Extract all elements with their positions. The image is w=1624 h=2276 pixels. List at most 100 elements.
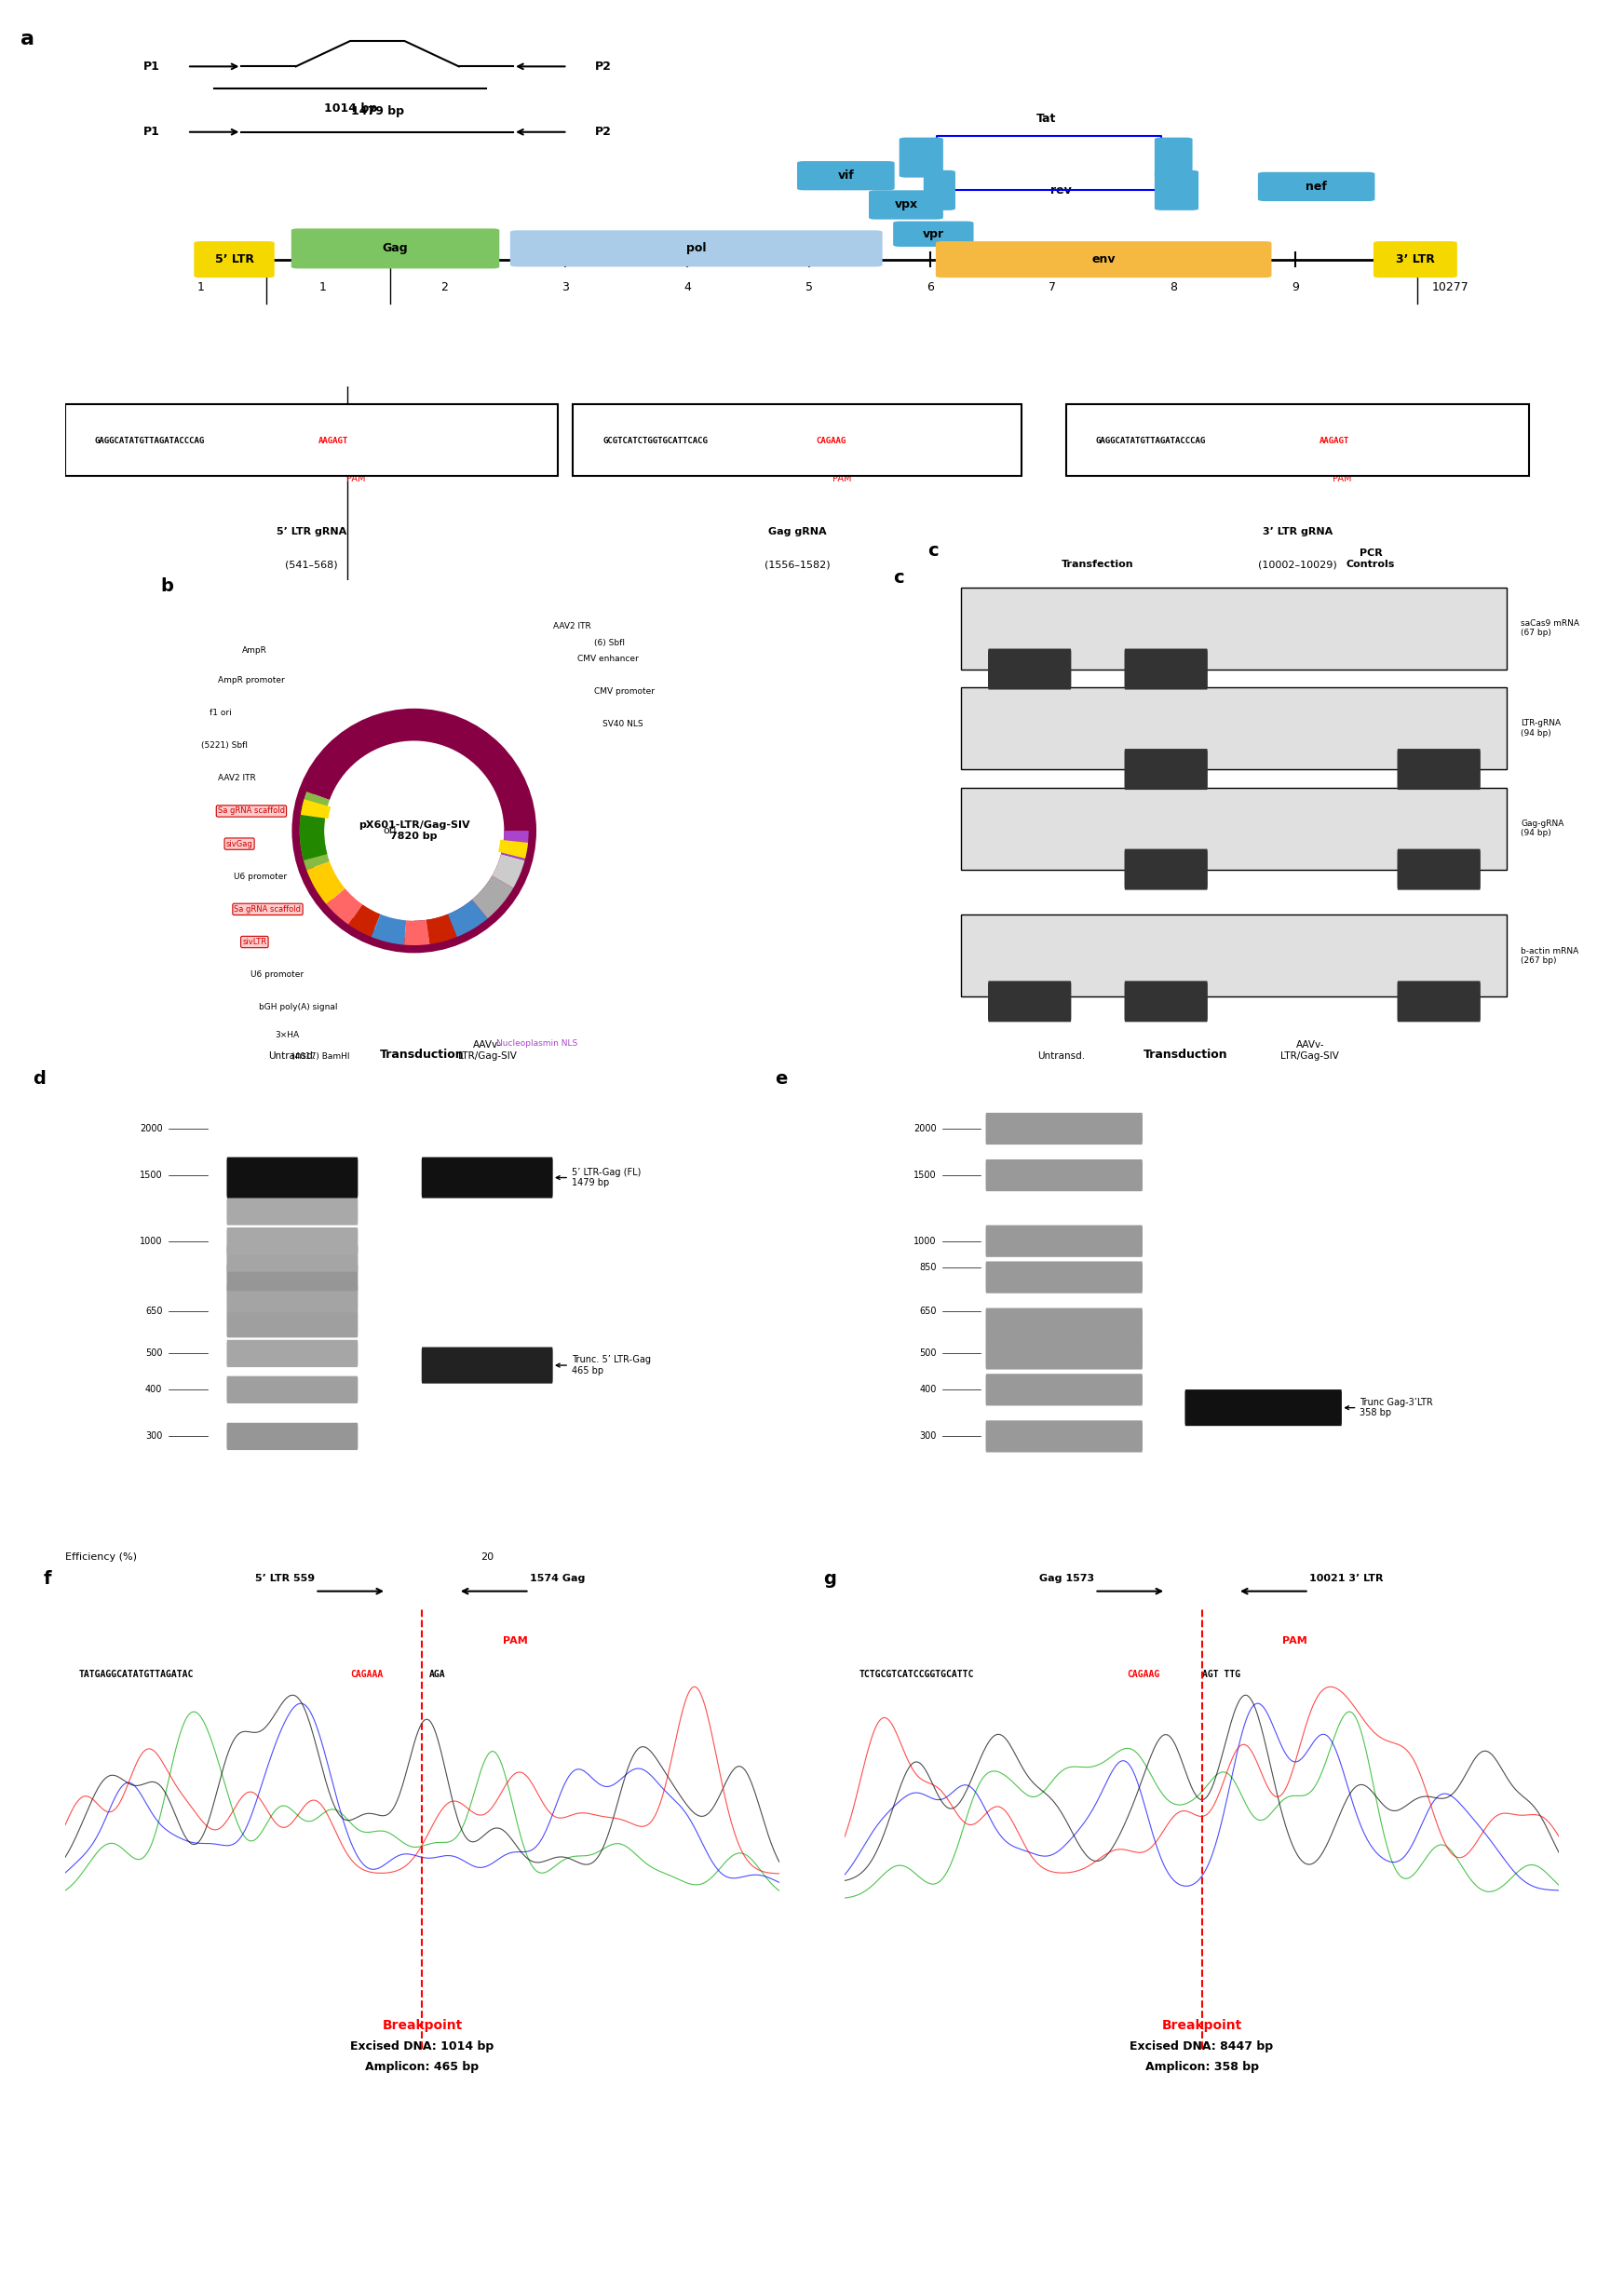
FancyBboxPatch shape	[1065, 405, 1530, 476]
Text: AAVv-
LTR/Gag-SIV: AAVv- LTR/Gag-SIV	[1281, 1040, 1340, 1061]
Text: 400: 400	[145, 1386, 162, 1395]
Text: 4: 4	[684, 282, 690, 294]
FancyBboxPatch shape	[987, 649, 1072, 690]
Text: nef: nef	[1306, 180, 1327, 193]
Text: (541–568): (541–568)	[286, 560, 338, 569]
Text: 8: 8	[1169, 282, 1177, 294]
FancyBboxPatch shape	[1124, 849, 1208, 890]
FancyBboxPatch shape	[227, 1377, 357, 1404]
Text: Trunc. 5’ LTR-Gag
465 bp: Trunc. 5’ LTR-Gag 465 bp	[555, 1354, 651, 1375]
Text: 500: 500	[145, 1350, 162, 1359]
FancyBboxPatch shape	[227, 1311, 357, 1338]
Wedge shape	[404, 920, 430, 945]
Text: 650: 650	[919, 1306, 937, 1316]
Text: 5: 5	[806, 282, 812, 294]
Text: Tat: Tat	[1036, 112, 1056, 125]
FancyBboxPatch shape	[869, 191, 944, 218]
FancyBboxPatch shape	[291, 228, 500, 269]
Wedge shape	[372, 915, 406, 945]
Text: SaCas9: SaCas9	[529, 840, 554, 888]
Text: TATGAGGCATATGTTAGATAC: TATGAGGCATATGTTAGATAC	[80, 1671, 195, 1680]
Wedge shape	[307, 863, 346, 904]
Text: 1: 1	[318, 282, 326, 294]
Text: pX601-LTR/Gag-SIV
7820 bp: pX601-LTR/Gag-SIV 7820 bp	[359, 822, 469, 840]
Text: (1556–1582): (1556–1582)	[765, 560, 830, 569]
Text: Amplicon: 465 bp: Amplicon: 465 bp	[365, 2060, 479, 2073]
FancyBboxPatch shape	[227, 1227, 357, 1254]
Text: Untransd.: Untransd.	[268, 1052, 317, 1061]
Text: 1479 bp: 1479 bp	[351, 105, 404, 118]
FancyBboxPatch shape	[1259, 173, 1376, 200]
FancyBboxPatch shape	[227, 1263, 357, 1290]
FancyBboxPatch shape	[227, 1286, 357, 1313]
Text: LTR-gRNA
(94 bp): LTR-gRNA (94 bp)	[1520, 719, 1561, 737]
Text: Amplicon: 358 bp: Amplicon: 358 bp	[1145, 2060, 1259, 2073]
FancyBboxPatch shape	[193, 241, 274, 278]
FancyBboxPatch shape	[1374, 241, 1457, 278]
Text: vpr: vpr	[922, 228, 944, 239]
Text: 850: 850	[919, 1263, 937, 1272]
Text: 1000: 1000	[140, 1236, 162, 1245]
Text: Transfection: Transfection	[1062, 560, 1134, 569]
Text: 1000: 1000	[914, 1236, 937, 1245]
Wedge shape	[499, 840, 528, 858]
Text: AAV2 ITR: AAV2 ITR	[218, 774, 255, 783]
FancyBboxPatch shape	[961, 687, 1507, 769]
FancyBboxPatch shape	[893, 221, 974, 246]
Text: (10002–10029): (10002–10029)	[1259, 560, 1337, 569]
Text: (6) SbfI: (6) SbfI	[594, 640, 625, 646]
Text: bGH poly(A) signal: bGH poly(A) signal	[258, 1004, 338, 1011]
Text: rev: rev	[1051, 184, 1072, 196]
Text: Sa gRNA scaffold: Sa gRNA scaffold	[218, 808, 284, 815]
Text: sivLTR: sivLTR	[242, 938, 266, 947]
FancyBboxPatch shape	[961, 587, 1507, 669]
Text: PAM: PAM	[833, 473, 851, 483]
Text: Sa gRNA scaffold: Sa gRNA scaffold	[234, 906, 300, 913]
Text: CMV promoter: CMV promoter	[594, 687, 654, 696]
FancyBboxPatch shape	[1186, 1391, 1341, 1427]
Text: saCas9 mRNA
(67 bp): saCas9 mRNA (67 bp)	[1520, 619, 1580, 637]
FancyBboxPatch shape	[961, 787, 1507, 869]
Text: Excised DNA: 8447 bp: Excised DNA: 8447 bp	[1130, 2039, 1273, 2053]
FancyBboxPatch shape	[924, 171, 955, 209]
FancyBboxPatch shape	[1397, 749, 1481, 790]
Text: 300: 300	[919, 1432, 937, 1441]
FancyBboxPatch shape	[986, 1261, 1143, 1293]
Text: PAM: PAM	[1333, 473, 1351, 483]
FancyBboxPatch shape	[1124, 981, 1208, 1022]
Text: 3’ LTR: 3’ LTR	[1395, 253, 1434, 266]
FancyBboxPatch shape	[986, 1309, 1143, 1341]
FancyBboxPatch shape	[227, 1156, 357, 1197]
Text: Excised DNA: 1014 bp: Excised DNA: 1014 bp	[351, 2039, 494, 2053]
Text: P1: P1	[143, 61, 161, 73]
Text: 3: 3	[562, 282, 570, 294]
Wedge shape	[492, 854, 525, 888]
FancyBboxPatch shape	[935, 241, 1272, 278]
Wedge shape	[349, 904, 380, 938]
Text: Breakpoint: Breakpoint	[382, 2019, 463, 2032]
Text: Transduction: Transduction	[1143, 1049, 1228, 1061]
Text: PCR
Controls: PCR Controls	[1346, 549, 1395, 569]
Text: CAGAAG: CAGAAG	[817, 437, 846, 446]
Text: Nucleoplasmin NLS: Nucleoplasmin NLS	[495, 1040, 577, 1047]
Text: pol: pol	[687, 244, 706, 255]
Text: 3×HA: 3×HA	[274, 1031, 299, 1040]
Text: Untransd.: Untransd.	[1038, 1052, 1085, 1061]
Text: 20: 20	[481, 1552, 494, 1561]
Text: GCGTCATCTGGTGCATTCACG: GCGTCATCTGGTGCATTCACG	[603, 437, 708, 446]
Wedge shape	[448, 899, 487, 938]
Text: Transduction: Transduction	[380, 1049, 464, 1061]
Text: a: a	[19, 30, 34, 48]
FancyBboxPatch shape	[1155, 137, 1192, 178]
FancyBboxPatch shape	[986, 1158, 1143, 1190]
Text: Gag gRNA: Gag gRNA	[768, 528, 827, 537]
Text: 400: 400	[919, 1386, 937, 1395]
Text: AAV2 ITR: AAV2 ITR	[554, 621, 591, 630]
FancyBboxPatch shape	[986, 1375, 1143, 1407]
FancyBboxPatch shape	[510, 230, 882, 266]
FancyBboxPatch shape	[1124, 649, 1208, 690]
Text: Gag-gRNA
(94 bp): Gag-gRNA (94 bp)	[1520, 819, 1564, 838]
Text: Trunc Gag-3’LTR
358 bp: Trunc Gag-3’LTR 358 bp	[1345, 1397, 1432, 1418]
Text: 500: 500	[919, 1350, 937, 1359]
FancyBboxPatch shape	[227, 1422, 357, 1450]
